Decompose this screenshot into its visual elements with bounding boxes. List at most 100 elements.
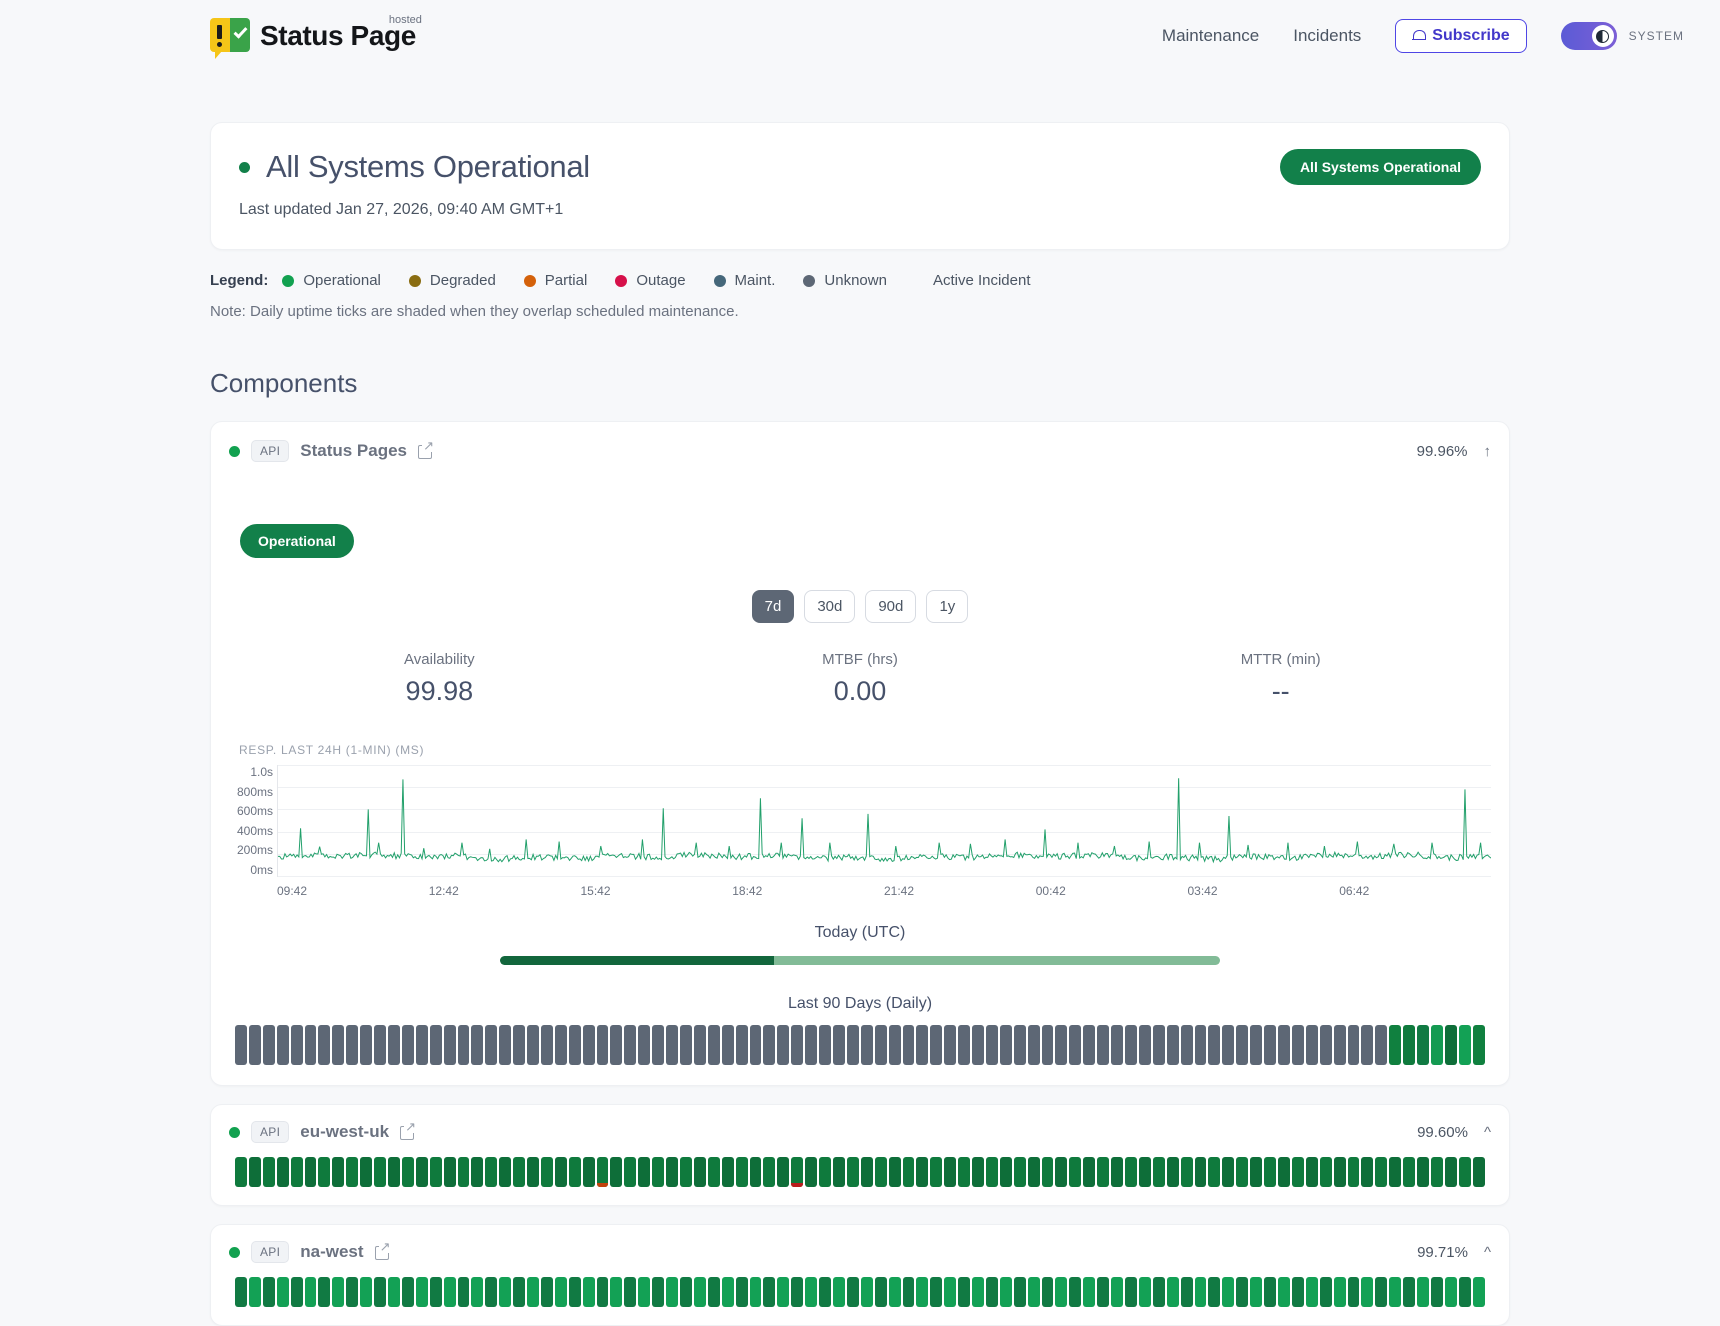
uptime-tick[interactable] (680, 1025, 692, 1065)
uptime-tick[interactable] (902, 1277, 915, 1307)
uptime-tick[interactable] (819, 1025, 831, 1065)
nav-link-incidents[interactable]: Incidents (1293, 26, 1362, 45)
uptime-tick[interactable] (1013, 1157, 1026, 1187)
uptime-tick[interactable] (1180, 1277, 1193, 1307)
uptime-tick[interactable] (721, 1157, 734, 1187)
uptime-tick[interactable] (554, 1025, 567, 1065)
uptime-tick[interactable] (791, 1277, 804, 1307)
uptime-tick[interactable] (304, 1025, 317, 1065)
uptime-tick[interactable] (763, 1157, 776, 1187)
uptime-tick[interactable] (1277, 1025, 1290, 1065)
uptime-tick[interactable] (902, 1025, 915, 1065)
uptime-tick[interactable] (401, 1157, 414, 1187)
uptime-tick[interactable] (860, 1157, 873, 1187)
range-button-30d[interactable]: 30d (804, 590, 856, 623)
uptime-tick[interactable] (1194, 1025, 1207, 1065)
uptime-tick[interactable] (235, 1277, 247, 1307)
subscribe-button[interactable]: Subscribe (1395, 19, 1527, 53)
uptime-tick[interactable] (624, 1157, 637, 1187)
uptime-tick[interactable] (1291, 1157, 1304, 1187)
uptime-tick[interactable] (1013, 1025, 1026, 1065)
uptime-tick[interactable] (1069, 1277, 1082, 1307)
uptime-tick[interactable] (346, 1025, 359, 1065)
uptime-tick[interactable] (1291, 1025, 1304, 1065)
uptime-tick[interactable] (1277, 1157, 1290, 1187)
uptime-tick[interactable] (527, 1277, 539, 1307)
uptime-tick[interactable] (1138, 1277, 1151, 1307)
uptime-tick[interactable] (1208, 1025, 1221, 1065)
uptime-tick[interactable] (1403, 1025, 1416, 1065)
uptime-tick[interactable] (1305, 1157, 1318, 1187)
uptime-tick[interactable] (610, 1277, 623, 1307)
uptime-tick[interactable] (1305, 1277, 1318, 1307)
uptime-tick[interactable] (944, 1157, 957, 1187)
uptime-tick[interactable] (1236, 1025, 1249, 1065)
brand-logo[interactable]: Status Page hosted (210, 14, 422, 59)
uptime-tick[interactable] (1013, 1277, 1026, 1307)
uptime-tick[interactable] (874, 1277, 887, 1307)
uptime-tick[interactable] (513, 1157, 526, 1187)
uptime-tick[interactable] (985, 1277, 998, 1307)
uptime-tick[interactable] (415, 1025, 428, 1065)
uptime-tick[interactable] (1389, 1025, 1402, 1065)
uptime-tick[interactable] (1083, 1025, 1096, 1065)
uptime-tick[interactable] (1055, 1277, 1068, 1307)
uptime-tick[interactable] (1055, 1025, 1068, 1065)
uptime-tick[interactable] (1027, 1157, 1040, 1187)
uptime-tick[interactable] (944, 1277, 957, 1307)
uptime-tick[interactable] (1083, 1157, 1096, 1187)
uptime-tick[interactable] (680, 1157, 692, 1187)
uptime-tick[interactable] (721, 1277, 734, 1307)
uptime-tick[interactable] (1250, 1157, 1263, 1187)
uptime-tick[interactable] (874, 1025, 887, 1065)
uptime-tick[interactable] (527, 1025, 539, 1065)
uptime-tick[interactable] (1180, 1025, 1193, 1065)
uptime-tick[interactable] (443, 1157, 456, 1187)
uptime-tick[interactable] (1333, 1277, 1346, 1307)
uptime-tick[interactable] (1472, 1157, 1485, 1187)
uptime-tick[interactable] (596, 1277, 609, 1307)
uptime-tick[interactable] (707, 1277, 720, 1307)
uptime-tick[interactable] (1264, 1025, 1276, 1065)
uptime-tick[interactable] (540, 1025, 553, 1065)
uptime-tick[interactable] (1375, 1277, 1388, 1307)
uptime-tick[interactable] (346, 1157, 359, 1187)
uptime-tick[interactable] (429, 1277, 442, 1307)
uptime-tick[interactable] (1444, 1277, 1457, 1307)
uptime-tick[interactable] (1277, 1277, 1290, 1307)
uptime-tick[interactable] (693, 1025, 706, 1065)
uptime-tick[interactable] (485, 1157, 498, 1187)
uptime-tick[interactable] (582, 1025, 595, 1065)
uptime-tick[interactable] (568, 1025, 581, 1065)
uptime-tick[interactable] (735, 1277, 748, 1307)
uptime-tick[interactable] (332, 1157, 345, 1187)
uptime-tick[interactable] (1444, 1157, 1457, 1187)
uptime-tick[interactable] (262, 1025, 275, 1065)
uptime-tick[interactable] (1361, 1157, 1374, 1187)
uptime-tick[interactable] (819, 1157, 831, 1187)
uptime-tick[interactable] (1138, 1157, 1151, 1187)
uptime-tick[interactable] (985, 1157, 998, 1187)
uptime-tick[interactable] (304, 1277, 317, 1307)
uptime-tick[interactable] (1417, 1157, 1429, 1187)
uptime-tick[interactable] (582, 1277, 595, 1307)
uptime-tick[interactable] (693, 1157, 706, 1187)
uptime-tick[interactable] (1375, 1025, 1388, 1065)
uptime-tick[interactable] (1333, 1157, 1346, 1187)
uptime-tick[interactable] (304, 1157, 317, 1187)
uptime-tick[interactable] (1194, 1157, 1207, 1187)
uptime-tick[interactable] (693, 1277, 706, 1307)
uptime-tick[interactable] (777, 1277, 790, 1307)
uptime-tick[interactable] (1444, 1025, 1457, 1065)
uptime-tick[interactable] (596, 1025, 609, 1065)
uptime-tick[interactable] (944, 1025, 957, 1065)
uptime-tick[interactable] (290, 1277, 303, 1307)
uptime-tick[interactable] (1458, 1025, 1471, 1065)
uptime-tick[interactable] (1222, 1157, 1235, 1187)
uptime-tick[interactable] (568, 1277, 581, 1307)
uptime-tick[interactable] (930, 1157, 943, 1187)
uptime-tick[interactable] (1166, 1157, 1179, 1187)
uptime-tick[interactable] (1236, 1157, 1249, 1187)
uptime-tick[interactable] (999, 1277, 1012, 1307)
uptime-tick[interactable] (1069, 1157, 1082, 1187)
